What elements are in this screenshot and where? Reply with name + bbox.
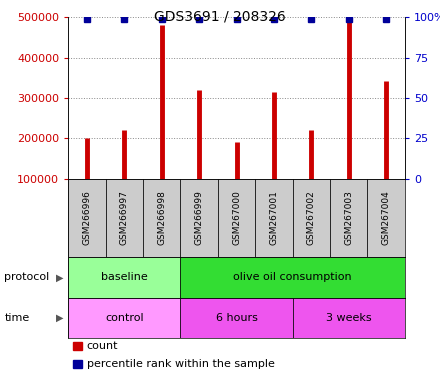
Text: 3 weeks: 3 weeks	[326, 313, 371, 323]
Bar	[218, 179, 255, 257]
Text: time: time	[4, 313, 29, 323]
Text: protocol: protocol	[4, 272, 50, 283]
Text: baseline: baseline	[101, 272, 148, 283]
Bar	[180, 179, 218, 257]
Bar	[143, 179, 180, 257]
Bar	[180, 257, 405, 298]
Text: count: count	[87, 341, 118, 351]
Bar	[293, 179, 330, 257]
Text: control: control	[105, 313, 143, 323]
Text: GSM267002: GSM267002	[307, 190, 316, 245]
Bar	[106, 179, 143, 257]
Text: GSM267003: GSM267003	[344, 190, 353, 245]
Text: GSM267004: GSM267004	[381, 190, 391, 245]
Text: ▶: ▶	[56, 272, 64, 283]
Bar	[68, 298, 180, 338]
Bar	[180, 298, 293, 338]
Bar	[68, 179, 106, 257]
Text: GSM266999: GSM266999	[194, 190, 204, 245]
Text: GSM266996: GSM266996	[82, 190, 92, 245]
Text: percentile rank within the sample: percentile rank within the sample	[87, 359, 275, 369]
Text: GSM266998: GSM266998	[157, 190, 166, 245]
Bar	[255, 179, 293, 257]
Bar	[293, 298, 405, 338]
Text: 6 hours: 6 hours	[216, 313, 257, 323]
Text: GSM267000: GSM267000	[232, 190, 241, 245]
Bar	[367, 179, 405, 257]
Text: ▶: ▶	[56, 313, 64, 323]
Text: GDS3691 / 208326: GDS3691 / 208326	[154, 10, 286, 23]
Text: olive oil consumption: olive oil consumption	[233, 272, 352, 283]
Text: GSM266997: GSM266997	[120, 190, 129, 245]
Bar	[68, 257, 180, 298]
Bar	[330, 179, 367, 257]
Text: GSM267001: GSM267001	[269, 190, 279, 245]
